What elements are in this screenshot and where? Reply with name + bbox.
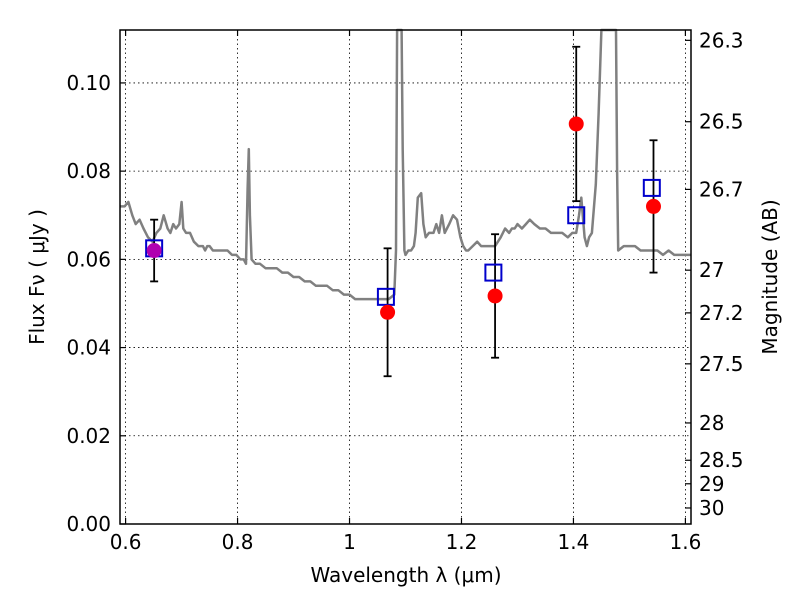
y-tick-label: 0.06	[66, 247, 111, 271]
spectrum-line	[120, 28, 691, 301]
model-square-marker	[642, 178, 661, 197]
model-spectrum	[120, 28, 691, 301]
data-point	[645, 198, 661, 214]
x-tick-label: 1.6	[669, 530, 701, 554]
data-point	[487, 288, 503, 304]
x-tick-label: 1.4	[558, 530, 590, 554]
y-right-tick-label: 29	[699, 472, 724, 496]
y-tick-label: 0.00	[66, 512, 111, 536]
x-axis-title: Wavelength λ (μm)	[310, 563, 501, 587]
y-right-tick-label: 26.7	[699, 177, 744, 201]
data-markers	[145, 116, 661, 320]
x-tick-label: 1.2	[446, 530, 478, 554]
y-right-tick-label: 28	[699, 411, 724, 435]
y-right-tick-label: 27.5	[699, 352, 744, 376]
y-right-axis-title: Magnitude (AB)	[758, 199, 782, 354]
y-right-tick-label: 30	[699, 496, 724, 520]
x-tick-label: 0.6	[110, 530, 142, 554]
y-right-tick-label: 27.2	[699, 301, 744, 325]
x-tick-label: 1	[343, 530, 356, 554]
y-right-tick-label: 28.5	[699, 448, 744, 472]
data-point	[146, 243, 162, 259]
y-right-tick-label: 26.5	[699, 110, 744, 134]
y-tick-label: 0.10	[66, 71, 111, 95]
model-square-marker	[376, 287, 395, 306]
x-tick-labels: 0.6 0.8 1 1.2 1.4 1.6	[110, 530, 702, 554]
model-square-marker	[484, 263, 503, 282]
y-tick-label: 0.02	[66, 424, 111, 448]
y-tick-labels: 0.00 0.02 0.04 0.06 0.08 0.10	[66, 71, 111, 536]
data-point	[380, 304, 396, 320]
y-tick-label: 0.08	[66, 159, 111, 183]
model-square-marker	[567, 206, 586, 225]
y-axis-title: Flux Fν ( μJy )	[25, 209, 49, 345]
axis-ticks	[120, 30, 691, 525]
plot-frame	[119, 29, 692, 525]
y-tick-label: 0.04	[66, 336, 111, 360]
data-point	[568, 116, 584, 132]
x-tick-label: 0.8	[222, 530, 254, 554]
y-right-tick-label: 27	[699, 258, 724, 282]
y-right-tick-label: 26.3	[699, 28, 744, 52]
